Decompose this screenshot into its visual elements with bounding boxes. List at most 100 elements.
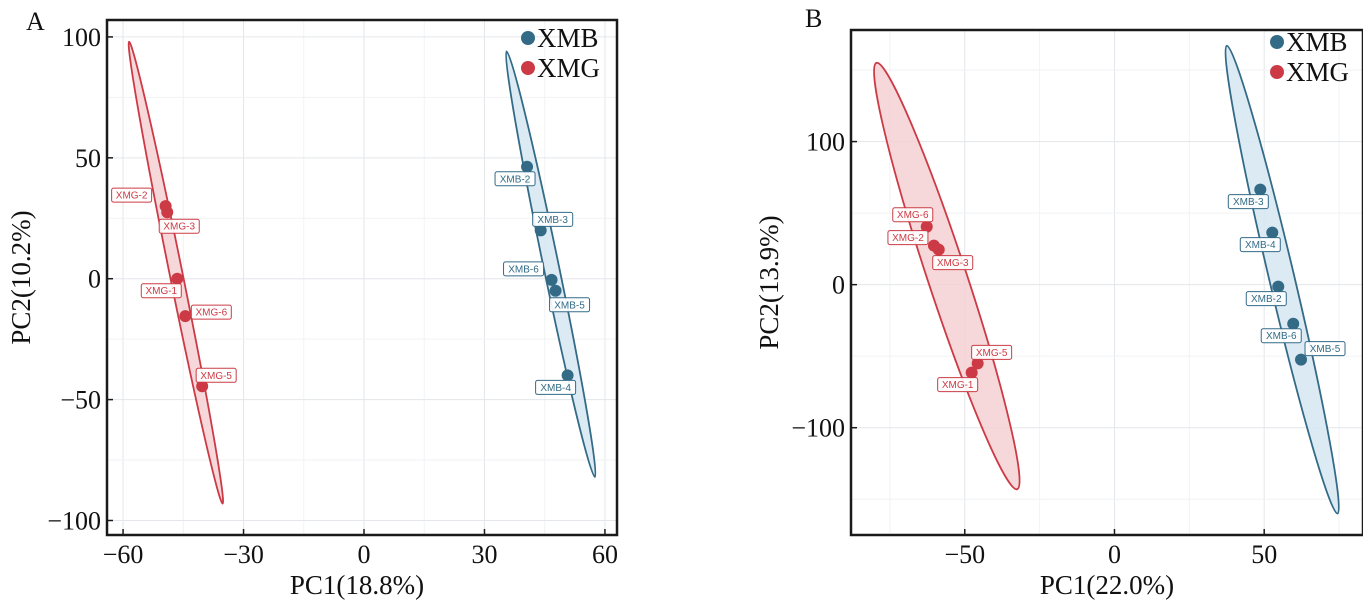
label-box (532, 211, 574, 227)
label-box (932, 255, 974, 271)
label-text: XMB-5 (1310, 344, 1341, 355)
panel-B: XMB-3 XMB-4 XMB-2 XMB-6 XMB-5 XMG-6 XMG-2 XMG-3… (754, 4, 1363, 600)
data-point (1266, 226, 1279, 239)
data-point (534, 224, 547, 237)
label-box (503, 261, 545, 277)
label-box (111, 187, 153, 203)
y-axis-title: PC2(13.9%) (754, 215, 784, 349)
y-tick-label: 100 (806, 128, 845, 157)
data-point (932, 243, 945, 256)
label-text: XMB-3 (537, 215, 568, 226)
data-point (179, 310, 192, 323)
label-box (535, 379, 577, 395)
legend-label-xmg: XMG (537, 53, 600, 83)
y-tick-label: 50 (75, 144, 101, 173)
point-label: XMB-2 (1245, 291, 1287, 307)
label-box (1260, 328, 1302, 344)
label-text: XMB-6 (508, 264, 539, 275)
point-label: XMB-5 (1304, 341, 1346, 357)
series-xmg (920, 220, 984, 379)
y-tick-label: −50 (60, 386, 101, 415)
label-text: XMG-3 (163, 222, 195, 233)
panel-letter: B (805, 4, 822, 33)
gridlines (107, 20, 617, 535)
ellipse-xmb (1224, 44, 1340, 515)
plot-frame (849, 28, 1363, 537)
x-tick-label: −60 (103, 540, 144, 569)
label-text: XMB-2 (1251, 294, 1282, 305)
label-text: XMB-5 (554, 300, 585, 311)
data-point (521, 160, 534, 173)
series-xmb (1254, 183, 1308, 366)
label-box (190, 304, 232, 320)
point-label: XMB-3 (532, 211, 574, 227)
label-box (195, 367, 237, 383)
x-axis-title: PC1(18.8%) (290, 570, 424, 600)
ellipse-xmg (873, 61, 1021, 491)
point-label: XMB-6 (1260, 328, 1302, 344)
y-tick-label: 0 (88, 265, 101, 294)
label-box (140, 283, 182, 299)
label-text: XMG-2 (892, 233, 924, 244)
label-text: XMG-1 (145, 286, 177, 297)
point-label: XMG-1 (937, 377, 979, 393)
label-text: XMB-4 (540, 383, 571, 394)
confidence-ellipses (873, 44, 1340, 515)
y-tick-label: −100 (47, 506, 101, 535)
label-text: XMG-3 (937, 258, 969, 269)
legend-label-xmg: XMG (1286, 57, 1349, 87)
point-label: XMB-3 (1227, 194, 1269, 210)
point-label: XMG-6 (190, 304, 232, 320)
y-axis-title: PC2(10.2%) (6, 210, 36, 344)
legend-marker-xmg (1270, 65, 1284, 79)
y-tick-label: 0 (832, 271, 845, 300)
point-label: XMG-1 (140, 283, 182, 299)
label-box (937, 377, 979, 393)
data-point (1254, 183, 1267, 196)
point-label: XMG-5 (971, 344, 1013, 360)
label-box (549, 297, 591, 313)
plot-frame (105, 18, 619, 537)
label-box (971, 344, 1013, 360)
point-label: XMG-2 (111, 187, 153, 203)
label-text: XMG-6 (897, 210, 929, 221)
data-point (971, 357, 984, 370)
point-label: XMB-6 (503, 261, 545, 277)
label-text: XMG-6 (195, 308, 227, 319)
data-point (196, 380, 209, 393)
legend-label-xmb: XMB (537, 23, 599, 53)
data-point (965, 366, 978, 379)
label-box (1304, 341, 1346, 357)
point-label: XMG-6 (892, 207, 934, 223)
point-label: XMG-3 (158, 218, 200, 234)
point-label: XMG-3 (932, 255, 974, 271)
x-tick-label: 0 (358, 540, 371, 569)
point-label: XMG-2 (887, 230, 929, 246)
label-box (1239, 237, 1281, 253)
data-point (549, 284, 562, 297)
label-text: XMG-5 (976, 348, 1008, 359)
point-label: XMG-5 (195, 367, 237, 383)
label-text: XMG-1 (942, 380, 974, 391)
data-point (920, 220, 933, 233)
data-point (161, 206, 174, 219)
x-tick-label: 60 (592, 540, 618, 569)
label-box (494, 171, 536, 187)
data-point (1295, 353, 1308, 366)
x-axis-title: PC1(22.0%) (1040, 570, 1174, 600)
point-label: XMB-4 (535, 379, 577, 395)
label-text: XMG-5 (200, 371, 232, 382)
label-text: XMB-3 (1233, 197, 1264, 208)
x-tick-label: 50 (1251, 540, 1277, 569)
point-label: XMB-2 (494, 171, 536, 187)
x-tick-label: −50 (944, 540, 985, 569)
label-box (1245, 291, 1287, 307)
data-point (171, 272, 184, 285)
label-text: XMB-4 (1245, 240, 1276, 251)
label-text: XMG-2 (116, 191, 148, 202)
ellipse-xmg (127, 40, 224, 505)
x-tick-label: −30 (223, 540, 264, 569)
data-point (561, 369, 574, 382)
